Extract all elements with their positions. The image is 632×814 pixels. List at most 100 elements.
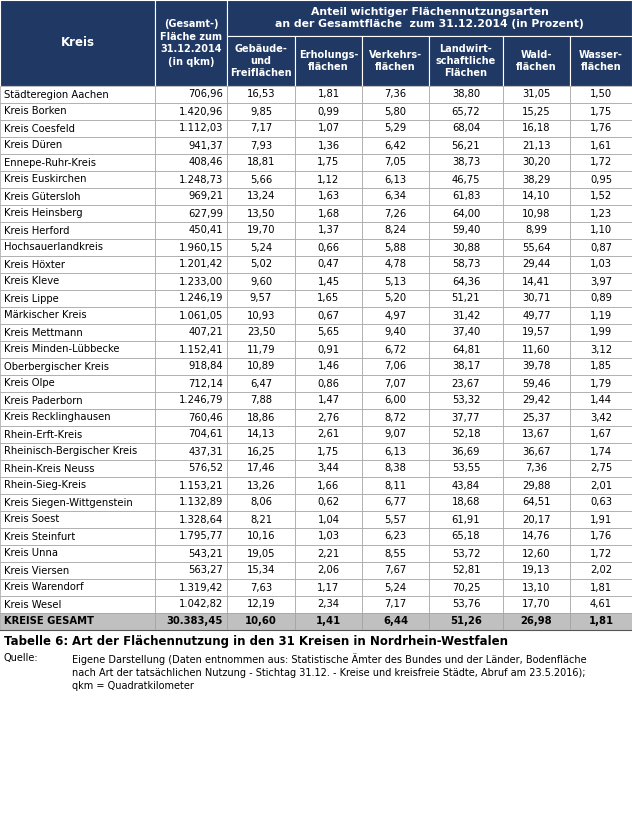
- Text: 0,91: 0,91: [317, 344, 339, 355]
- Bar: [570, 103, 632, 120]
- Text: Kreis Kleve: Kreis Kleve: [4, 277, 59, 287]
- Bar: [570, 375, 632, 392]
- Bar: [503, 613, 570, 630]
- Bar: [295, 545, 362, 562]
- Text: 1,17: 1,17: [317, 583, 339, 593]
- Text: Kreis Düren: Kreis Düren: [4, 141, 62, 151]
- Bar: [227, 120, 295, 137]
- Text: 65,18: 65,18: [452, 532, 480, 541]
- Text: 1,76: 1,76: [590, 124, 612, 133]
- Bar: [155, 239, 227, 256]
- Bar: [570, 307, 632, 324]
- Text: 1,75: 1,75: [590, 107, 612, 116]
- Text: 1,36: 1,36: [317, 141, 339, 151]
- Text: 4,78: 4,78: [384, 260, 406, 269]
- Text: 6,23: 6,23: [384, 532, 406, 541]
- Text: Städteregion Aachen: Städteregion Aachen: [4, 90, 109, 99]
- Bar: [0, 205, 155, 222]
- Text: 941,37: 941,37: [188, 141, 223, 151]
- Text: 13,10: 13,10: [522, 583, 550, 593]
- Bar: [362, 290, 429, 307]
- Text: 1.328,64: 1.328,64: [179, 514, 223, 524]
- Text: 408,46: 408,46: [188, 157, 223, 168]
- Bar: [429, 205, 503, 222]
- Text: 1.420,96: 1.420,96: [179, 107, 223, 116]
- Bar: [362, 86, 429, 103]
- Text: Art der Flächennutzung in den 31 Kreisen in Nordrhein-Westfalen: Art der Flächennutzung in den 31 Kreisen…: [72, 635, 508, 648]
- Text: 43,84: 43,84: [452, 480, 480, 491]
- Bar: [227, 596, 295, 613]
- Text: 30,71: 30,71: [522, 294, 550, 304]
- Bar: [503, 324, 570, 341]
- Text: 9,07: 9,07: [384, 430, 406, 440]
- Bar: [0, 375, 155, 392]
- Bar: [570, 154, 632, 171]
- Text: Kreis Höxter: Kreis Höxter: [4, 260, 65, 269]
- Bar: [155, 511, 227, 528]
- Text: 29,88: 29,88: [522, 480, 550, 491]
- Bar: [295, 188, 362, 205]
- Bar: [227, 154, 295, 171]
- Bar: [362, 477, 429, 494]
- Text: 1.795,77: 1.795,77: [178, 532, 223, 541]
- Bar: [429, 137, 503, 154]
- Bar: [362, 562, 429, 579]
- Bar: [227, 443, 295, 460]
- Bar: [362, 205, 429, 222]
- Text: 49,77: 49,77: [522, 310, 550, 321]
- Bar: [362, 375, 429, 392]
- Bar: [227, 205, 295, 222]
- Bar: [0, 222, 155, 239]
- Bar: [155, 375, 227, 392]
- Text: 10,60: 10,60: [245, 616, 277, 627]
- Text: Kreis Herford: Kreis Herford: [4, 225, 70, 235]
- Bar: [429, 596, 503, 613]
- Text: 64,36: 64,36: [452, 277, 480, 287]
- Text: 37,40: 37,40: [452, 327, 480, 338]
- Text: Kreis Paderborn: Kreis Paderborn: [4, 396, 83, 405]
- Bar: [429, 324, 503, 341]
- Text: Kreis Steinfurt: Kreis Steinfurt: [4, 532, 75, 541]
- Bar: [570, 36, 632, 86]
- Text: Rheinisch-Bergischer Kreis: Rheinisch-Bergischer Kreis: [4, 447, 137, 457]
- Bar: [0, 426, 155, 443]
- Text: 2,21: 2,21: [317, 549, 339, 558]
- Text: Rhein-Kreis Neuss: Rhein-Kreis Neuss: [4, 463, 95, 474]
- Text: 15,25: 15,25: [522, 107, 551, 116]
- Bar: [227, 579, 295, 596]
- Text: Kreis Warendorf: Kreis Warendorf: [4, 583, 83, 593]
- Text: 23,67: 23,67: [452, 379, 480, 388]
- Text: 0,95: 0,95: [590, 174, 612, 185]
- Bar: [227, 341, 295, 358]
- Text: 53,32: 53,32: [452, 396, 480, 405]
- Bar: [362, 545, 429, 562]
- Bar: [155, 171, 227, 188]
- Text: Landwirt-
schaftliche
Flächen: Landwirt- schaftliche Flächen: [436, 44, 496, 78]
- Bar: [295, 562, 362, 579]
- Bar: [429, 86, 503, 103]
- Text: 19,57: 19,57: [522, 327, 551, 338]
- Bar: [429, 36, 503, 86]
- Text: 5,80: 5,80: [384, 107, 406, 116]
- Bar: [503, 239, 570, 256]
- Bar: [362, 103, 429, 120]
- Text: 1,76: 1,76: [590, 532, 612, 541]
- Text: 1.061,05: 1.061,05: [179, 310, 223, 321]
- Text: 20,17: 20,17: [522, 514, 550, 524]
- Bar: [0, 392, 155, 409]
- Bar: [570, 579, 632, 596]
- Bar: [0, 307, 155, 324]
- Bar: [227, 137, 295, 154]
- Text: 1,72: 1,72: [590, 549, 612, 558]
- Text: Oberbergischer Kreis: Oberbergischer Kreis: [4, 361, 109, 371]
- Text: 1,07: 1,07: [317, 124, 339, 133]
- Text: 712,14: 712,14: [188, 379, 223, 388]
- Bar: [155, 443, 227, 460]
- Text: 61,91: 61,91: [452, 514, 480, 524]
- Bar: [429, 273, 503, 290]
- Text: 9,40: 9,40: [384, 327, 406, 338]
- Bar: [227, 307, 295, 324]
- Text: 6,34: 6,34: [384, 191, 406, 202]
- Text: 1,85: 1,85: [590, 361, 612, 371]
- Bar: [227, 0, 632, 36]
